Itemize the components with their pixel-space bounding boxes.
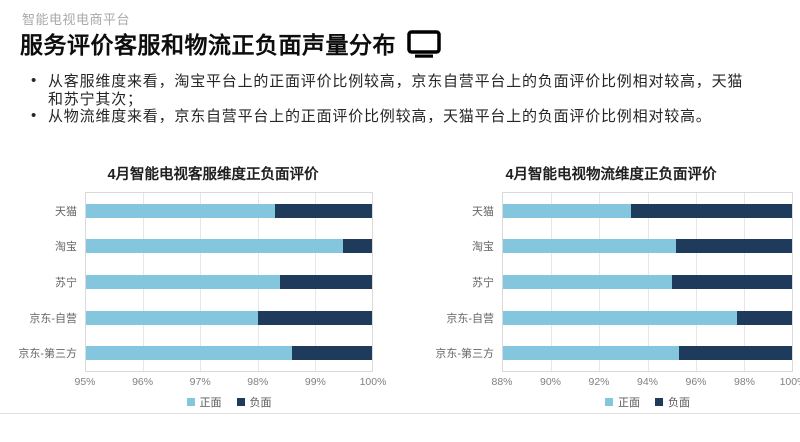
- chart-title: 4月智能电视客服维度正负面评价: [107, 167, 319, 183]
- stacked-bar: [503, 203, 792, 218]
- legend-swatch: [236, 398, 245, 406]
- legend-item: 负面: [655, 394, 690, 410]
- stacked-bar: [86, 203, 372, 218]
- category-label: 苏宁: [472, 276, 494, 289]
- negative-segment: [676, 239, 792, 254]
- legend-item: 负面: [236, 394, 272, 410]
- positive-segment: [503, 310, 737, 325]
- category-label: 天猫: [472, 205, 494, 218]
- legend-label: 负面: [668, 397, 690, 409]
- x-tick-label: 90%: [539, 376, 562, 388]
- category-label: 天猫: [55, 205, 77, 218]
- legend-swatch: [655, 398, 663, 406]
- monitor-icon: [407, 30, 441, 58]
- category-label: 淘宝: [472, 241, 494, 254]
- legend-item: 正面: [186, 394, 222, 410]
- positive-segment: [86, 274, 281, 289]
- stacked-bar: [503, 239, 792, 254]
- legend-swatch: [186, 398, 195, 406]
- category-label: 京东-自营: [446, 312, 494, 325]
- bar-row: 苏宁: [55, 264, 372, 300]
- negative-segment: [678, 346, 792, 361]
- negative-segment: [280, 274, 372, 289]
- bar-row: 京东-自营: [29, 300, 372, 336]
- positive-segment: [86, 203, 275, 218]
- positive-segment: [503, 203, 631, 218]
- stacked-bar: [86, 346, 372, 361]
- bar-row: 京东-第三方: [18, 335, 372, 371]
- bullet-item: 从客服维度来看，淘宝平台上的正面评价比例较高，京东自营平台上的负面评价比例相对较…: [26, 72, 758, 108]
- positive-segment: [86, 346, 292, 361]
- legend-label: 正面: [199, 397, 222, 409]
- x-tick-label: 88%: [491, 376, 513, 388]
- negative-segment: [274, 203, 372, 218]
- stacked-bar: [86, 239, 372, 254]
- positive-segment: [503, 239, 677, 254]
- page-title: 服务评价客服和物流正负面声量分布: [20, 32, 396, 58]
- negative-segment: [343, 239, 372, 254]
- bullet-list: 从客服维度来看，淘宝平台上的正面评价比例较高，京东自营平台上的负面评价比例相对较…: [26, 72, 758, 126]
- category-label: 淘宝: [55, 241, 77, 254]
- positive-segment: [86, 239, 344, 254]
- category-label: 京东-第三方: [435, 348, 494, 361]
- legend-label: 负面: [249, 397, 272, 409]
- negative-segment: [671, 274, 792, 289]
- stacked-bar: [86, 274, 372, 289]
- x-tick-label: 96%: [132, 376, 154, 388]
- x-tick-label: 92%: [588, 376, 610, 388]
- positive-segment: [86, 310, 258, 325]
- plot-area: 天猫淘宝苏宁京东-自营京东-第三方: [435, 192, 793, 372]
- chart-body: 天猫淘宝苏宁京东-自营京东-第三方 95% 96% 97% 98% 99% 100% 正面…: [18, 192, 386, 409]
- stacked-bar: [503, 346, 792, 361]
- positive-segment: [503, 346, 679, 361]
- stacked-bar: [86, 310, 372, 325]
- eyebrow-label: 智能电视电商平台: [22, 12, 131, 27]
- chart-customer-service: 4月智能电视客服维度正负面评价 天猫淘宝苏宁京东-自营京东-第三方 95% 96%…: [18, 160, 391, 409]
- plot-area: 天猫淘宝苏宁京东-自营京东-第三方: [18, 192, 373, 372]
- category-label: 京东-自营: [29, 312, 77, 325]
- chart-logistics: 4月智能电视物流维度正负面评价 天猫淘宝苏宁京东-自营京东-第三方 88% 90%…: [425, 160, 800, 409]
- positive-segment: [503, 274, 672, 289]
- x-tick-label: 97%: [189, 376, 211, 388]
- x-tick-label: 100%: [779, 376, 800, 388]
- x-tick-label: 100%: [359, 376, 387, 388]
- bar-row: 京东-第三方: [435, 335, 792, 371]
- negative-segment: [736, 310, 792, 325]
- chart-title: 4月智能电视物流维度正负面评价: [505, 167, 717, 183]
- x-axis-labels: 88% 90% 92% 94% 96% 98% 100%: [491, 376, 800, 392]
- bar-row: 京东-自营: [446, 300, 792, 336]
- legend-swatch: [605, 398, 613, 406]
- stacked-bar: [503, 310, 792, 325]
- negative-segment: [257, 310, 372, 325]
- x-axis-labels: 95% 96% 97% 98% 99% 100%: [74, 376, 386, 392]
- legend-item: 正面: [605, 394, 640, 410]
- x-tick-label: 99%: [304, 376, 326, 388]
- chart-legend: 正面 负面: [85, 395, 373, 409]
- title-row: 服务评价客服和物流正负面声量分布: [20, 26, 441, 60]
- bar-row: 天猫: [472, 193, 792, 229]
- x-tick-label: 94%: [636, 376, 659, 388]
- negative-segment: [291, 346, 372, 361]
- x-tick-label: 98%: [247, 376, 269, 388]
- bar-row: 淘宝: [472, 229, 792, 265]
- legend-label: 正面: [618, 397, 640, 409]
- bottom-divider: [0, 413, 800, 414]
- x-tick-label: 96%: [685, 376, 707, 388]
- bullet-item: 从物流维度来看，京东自营平台上的正面评价比例较高，天猫平台上的负面评价比例相对较…: [26, 107, 758, 126]
- category-label: 京东-第三方: [18, 348, 77, 361]
- negative-segment: [630, 203, 792, 218]
- x-tick-label: 98%: [733, 376, 756, 388]
- x-tick-label: 95%: [74, 376, 96, 388]
- bar-row: 淘宝: [55, 229, 372, 265]
- bar-row: 天猫: [55, 193, 372, 229]
- category-label: 苏宁: [55, 276, 77, 289]
- bar-row: 苏宁: [472, 264, 792, 300]
- stacked-bar: [503, 274, 792, 289]
- chart-legend: 正面 负面: [502, 395, 793, 409]
